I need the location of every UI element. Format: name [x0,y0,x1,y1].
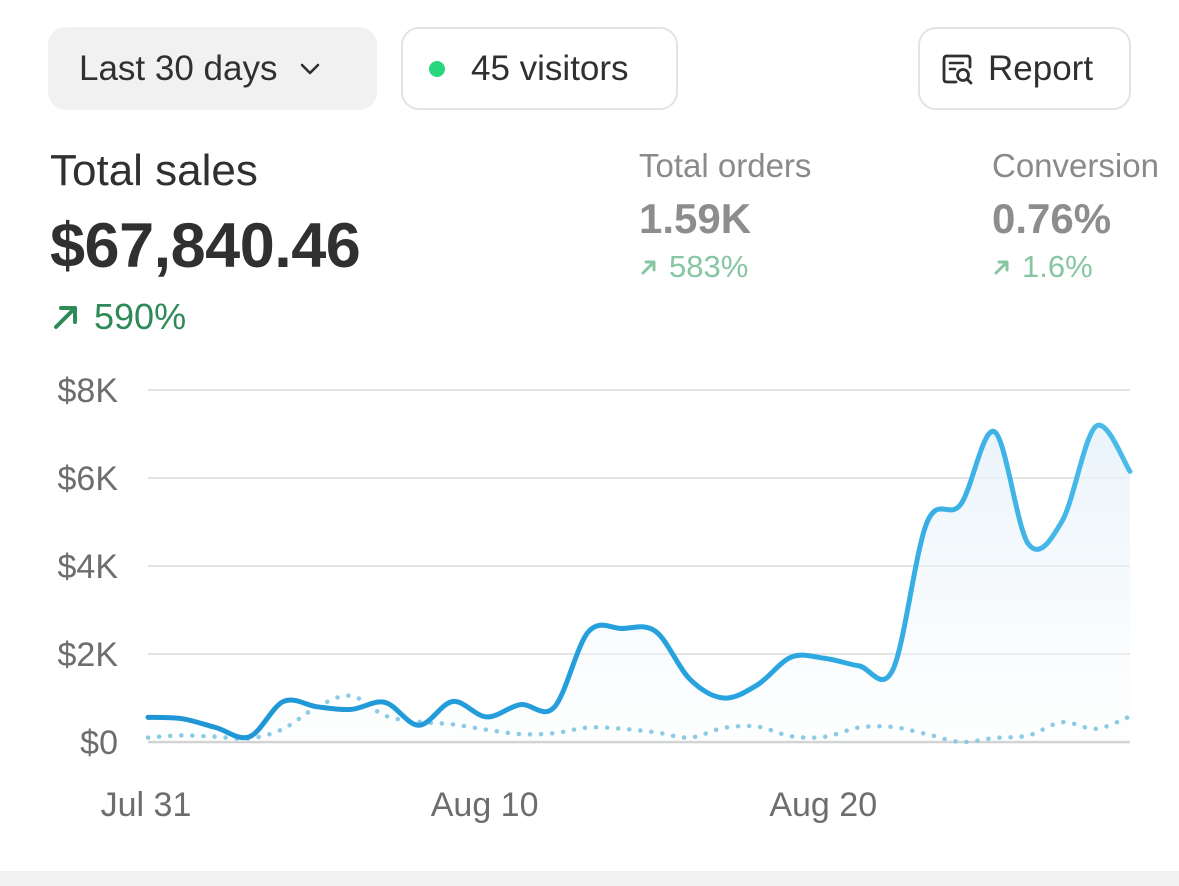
primary-series-area [148,425,1130,742]
total-orders-metric[interactable]: Total orders 1.59K 583% [639,147,811,285]
live-visitors-badge[interactable]: 45 visitors [401,27,678,110]
live-status-dot-icon [429,60,445,77]
total-sales-value: $67,840.46 [50,211,361,281]
conversion-delta: 1.6% [992,249,1179,285]
total-sales-metric[interactable]: Total sales $67,840.46 590% [50,146,361,338]
y-tick-label: $6K [58,460,119,498]
sales-chart-svg: $0 $2K $4K $6K $8K Jul 31 Aug 10 Aug 20 [58,372,1133,824]
arrow-up-right-icon [641,260,656,275]
y-tick-label: $4K [58,548,119,586]
x-tick-label: Aug 20 [769,786,877,824]
conversion-label: Conversion [992,147,1159,184]
visitors-label: 45 visitors [471,48,629,88]
report-label: Report [988,48,1094,88]
total-sales-delta-value: 590% [94,296,187,337]
conversion-metric[interactable]: Conversion 0.76% 1.6% [992,147,1179,285]
date-range-label: Last 30 days [79,48,278,88]
footer-divider [0,871,1179,886]
toolbar: Last 30 days 45 visitors Report [0,0,1179,120]
total-orders-value: 1.59K [639,195,752,242]
total-orders-delta: 583% [639,249,811,285]
conversion-value: 0.76% [992,195,1112,242]
total-orders-delta-value: 583% [669,249,749,284]
comparison-series-line [145,693,1133,745]
total-sales-delta: 590% [50,296,360,338]
chevron-down-icon [297,56,323,82]
y-tick-label: $2K [58,636,119,674]
x-tick-label: Aug 10 [431,786,539,824]
arrow-up-right-icon [994,260,1009,275]
date-range-button[interactable]: Last 30 days [48,27,377,110]
y-tick-label: $0 [80,724,118,762]
report-button[interactable]: Report [918,27,1131,110]
y-tick-label: $8K [58,372,119,410]
primary-series-line [145,422,1133,741]
total-orders-label: Total orders [639,147,812,184]
arrow-up-right-icon [54,306,77,329]
conversion-delta-value: 1.6% [1022,249,1093,284]
report-search-icon [940,51,976,87]
total-sales-label: Total sales [50,146,258,195]
sales-chart[interactable]: $0 $2K $4K $6K $8K Jul 31 Aug 10 Aug 20 [0,360,1179,840]
x-tick-label: Jul 31 [101,786,192,824]
